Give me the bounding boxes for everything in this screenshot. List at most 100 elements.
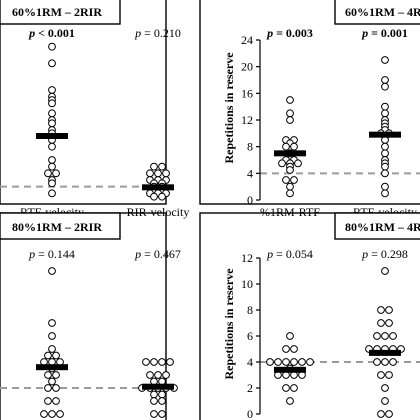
panel-60-4rir-y-tick-label: 8 [247,140,253,154]
panel-60-4rir-y-tick-label: 16 [241,86,253,100]
panel-80-4rir-group-1-point [282,358,290,366]
panel-60-2rir-title: 60%1RM – 2RIR [12,5,102,19]
panel-60-4rir-group-1-point [290,176,298,184]
panel-80-4rir-ylabel: Repetitions in reserve [222,268,236,380]
panel-60-4rir-group-1-point [282,142,290,151]
panel-60-4rir-group-2-point [381,82,389,91]
panel-80-2rir-group-1-point [52,371,60,379]
panel-60-4rir-group-2-p-value: p = 0.001 [361,26,408,40]
panel-60-4rir-y-tick-label: 12 [241,113,253,127]
panel-60-4rir-group-1-mean-bar [274,150,306,157]
panel-60-2rir-group-2-p-value: p = 0.210 [134,26,181,40]
panel-80-2rir-group-2-point [166,358,174,366]
panel-60-2rir-group-1-point [48,109,56,118]
panel-60-4rir-group-1-point [286,166,294,174]
panel-80-2rir-group-2-point [150,358,158,366]
panel-60-2rir-group-1-point [48,59,56,68]
panel-80-4rir-group-2-p-value: p = 0.298 [361,247,408,261]
panel-60-4rir-group-1-point [294,159,302,168]
panel-80-4rir: Repetitions in reserve [199,212,420,420]
panel-80-4rir-y-tick-label: 2 [247,381,253,395]
panel-80-4rir-group-2-point [377,371,385,379]
panel-60-2rir-group-1-point [44,169,52,178]
panel-60-2rir-group-1-point [48,189,56,198]
panel-60-4rir-group-2-point [381,162,389,171]
panel-60-2rir-group-1-p-value: p < 0.001 [28,26,75,40]
panel-60-4rir-title: 60%1RM – 4R [345,5,420,19]
panel-80-4rir-group-1-point [286,332,294,340]
panel-80-2rir-group-1-point [48,332,56,340]
panel-80-4rir-y-tick-label: 6 [247,329,253,343]
panel-80-4rir-group-1-p-value: p = 0.054 [266,247,313,261]
panel-80-4rir-y-tick-label: 4 [247,355,253,369]
panel-80-4rir-group-1-point [290,384,298,392]
panel-80-2rir-title: 80%1RM – 2RIR [12,220,102,234]
panel-80-2rir-group-1-point [48,319,56,327]
panel-80-2rir-group-1-point [44,397,52,405]
panel-60-2rir-group-2-point [158,162,166,171]
panel-60-4rir-group-2-point [381,76,389,84]
panel-80-4rir-group-2-point [381,384,389,392]
panel-60-2rir-group-1-point [52,169,60,178]
panel-60-4rir: Repetitions in reserve [199,0,420,205]
panel-80-4rir-group-2-point [381,267,389,275]
panel-60-4rir-group-2-mean-bar [369,131,401,138]
panel-80-4rir-group-2-point [377,306,385,314]
panel-60-2rir-group-2-point [158,192,166,201]
panel-80-4rir-group-2-point [381,332,389,340]
panel-60-2rir-title-box [0,0,121,25]
panel-60-4rir-group-2-point [381,102,389,111]
panel-80-2rir-group-2-point [150,390,158,399]
panel-60-4rir-y-tick-label: 4 [247,166,253,180]
panel-80-4rir-y-tick-label: 0 [247,407,253,420]
panel-60-2rir-group-2-point [146,169,154,178]
panel-60-4rir-group-2-point [381,142,389,151]
panel-80-2rir-group-1-point [52,397,60,405]
panel-80-4rir-group-2-point [381,358,389,366]
panel-60-4rir-title-box [334,0,420,25]
panel-60-4rir-group-2-point [381,149,389,158]
panel-60-4rir-group-1-point [286,109,294,118]
panel-60-4rir-group-1-point [286,96,294,104]
panel-60-4rir-group-2-point [381,56,389,64]
panel-80-2rir-group-2-point [154,371,162,379]
panel-60-2rir-group-2-point [154,169,162,178]
panel-80-2rir-group-2-point [158,397,166,405]
panel-80-4rir-group-1-point [290,358,298,366]
panel-60-2rir-group-1-point [48,119,56,128]
panel-80-2rir-group-1-point [48,345,56,353]
panel-60-4rir-group-1-point [286,189,294,198]
panel-60-2rir-group-1-point [48,179,56,188]
panel-80-4rir-group-2-point [385,306,393,314]
panel-60-4rir-y-tick-label: 20 [241,60,253,74]
panel-80-4rir-group-2-mean-bar [369,349,401,356]
panel-60-4rir-ylabel: Repetitions in reserve [222,52,236,164]
panel-80-4rir-group-1-mean-bar [274,366,306,373]
panel-60-2rir-group-2-point [150,192,158,201]
panel-80-2rir-title-box [0,212,121,240]
panel-80-4rir-group-2-point [389,332,397,340]
panel-80-2rir-group-1-point [44,371,52,379]
panel-60-2rir-group-1-point [48,86,56,94]
panel-80-4rir-group-1-point [274,358,282,366]
panel-80-2rir-group-1-point [44,351,52,360]
panel-60-2rir-group-2-point [150,162,158,171]
panel-60-4rir-group-2-point [381,169,389,178]
panel-60-4rir-group-1-point [286,116,294,124]
panel-80-4rir-group-2-point [373,332,381,340]
panel-60-4rir-group-1-point [286,182,294,191]
panel-60-2rir-group-1-point [48,142,56,151]
panel-60-4rir-y-tick-label: 0 [247,193,253,207]
panel-80-2rir-group-1-point [52,351,60,360]
panel-80-2rir-group-2-point [150,410,158,418]
panel-80-2rir-group-1-point [56,410,64,418]
panel-60-2rir-group-1-point [48,42,56,51]
panel-80-2rir-group-1-p-value: p = 0.144 [28,247,75,261]
panel-60-4rir-group-2-point [381,182,389,191]
panel-60-2rir-group-2-label: RIR-velocity [127,205,190,219]
panel-60-2rir [0,0,167,205]
panel-80-2rir-group-1-point [44,384,52,392]
panel-80-4rir-group-2-point [385,410,393,418]
panel-80-2rir-group-2-p-value: p = 0.467 [134,247,181,261]
